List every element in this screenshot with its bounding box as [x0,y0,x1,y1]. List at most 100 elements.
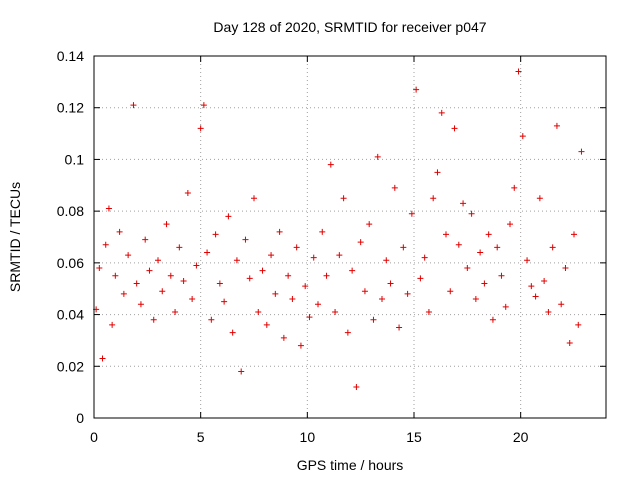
data-point [285,272,292,279]
data-point [447,288,454,295]
data-point [562,265,569,272]
data-point [477,249,484,256]
data-point [212,231,219,238]
data-point [558,301,565,308]
data-point [255,308,262,315]
x-tick-label: 20 [513,429,529,445]
data-point [155,257,161,264]
data-point [159,288,166,295]
y-tick-label: 0.08 [57,203,84,219]
x-tick-label: 0 [90,429,98,445]
data-point [408,210,415,217]
data-point [396,324,403,331]
data-point [197,125,204,132]
y-tick-label: 0 [76,410,84,426]
data-point [142,236,149,243]
data-point [353,383,360,390]
plot-frame [93,55,607,419]
data-point [315,301,321,308]
data-point [374,153,381,160]
data-point [276,228,283,235]
data-point [421,254,428,261]
data-point [125,252,132,259]
data-point [357,239,364,246]
data-point [150,316,157,323]
data-point [438,109,445,116]
data-point [105,205,112,212]
data-point [387,280,394,287]
data-point [464,265,471,272]
data-point [361,288,368,295]
data-point [225,213,232,220]
data-point [163,221,170,228]
data-point [515,68,522,75]
data-point [184,190,191,197]
data-point [130,102,137,109]
data-point [242,236,249,243]
data-point [472,296,479,303]
data-point [332,308,339,315]
data-point [494,244,501,251]
data-point [233,257,240,264]
data-point [489,316,496,323]
data-point [204,249,211,256]
data-point [366,221,373,228]
x-tick-label: 5 [197,429,205,445]
y-tick-label: 0.12 [57,100,84,116]
data-point [528,283,535,290]
data-point [451,125,458,132]
data-point [189,296,196,303]
y-axis-ticks: 0 0.02 0.04 0.06 0.08 0.1 0.12 0.14 [57,48,606,426]
data-point [208,316,215,323]
data-point [112,272,119,279]
data-point [146,267,153,274]
chart-title: Day 128 of 2020, SRMTID for receiver p04… [213,19,486,35]
data-point [319,228,326,235]
data-point [263,321,270,328]
data-point [430,195,437,202]
data-point [306,314,313,321]
data-point [246,275,253,282]
data-point [383,257,390,264]
data-point [297,342,304,349]
y-tick-label: 0.1 [65,151,85,167]
data-point [116,228,123,235]
data-point [96,265,103,272]
data-point [193,262,200,269]
x-axis-ticks: 0 5 10 15 20 [90,56,529,445]
data-point [536,195,543,202]
data-point [229,329,236,336]
data-point [221,298,228,305]
data-point [344,329,351,336]
data-point [532,293,539,300]
data-point [455,241,462,248]
data-point [400,244,407,251]
data-point [302,283,309,290]
data-point [310,254,317,261]
data-point [578,148,585,155]
data-point [511,184,518,191]
data-point [238,368,245,375]
y-tick-label: 0.04 [57,307,84,323]
data-point [519,133,526,140]
data-point [293,244,300,251]
data-point [216,280,223,287]
data-point [99,355,106,362]
data-point [340,195,347,202]
data-point [541,277,548,284]
x-axis-label: GPS time / hours [297,457,404,473]
data-point [280,334,287,341]
data-point [571,231,577,238]
data-point [176,244,183,251]
data-point [417,275,424,282]
data-point [259,267,266,274]
data-point [498,272,505,279]
data-point [425,308,432,315]
x-tick-label: 10 [300,429,316,445]
data-point [443,231,449,238]
grid [94,56,606,418]
data-points [93,68,585,390]
data-point [575,321,582,328]
data-point [102,241,109,248]
data-point [120,290,127,297]
